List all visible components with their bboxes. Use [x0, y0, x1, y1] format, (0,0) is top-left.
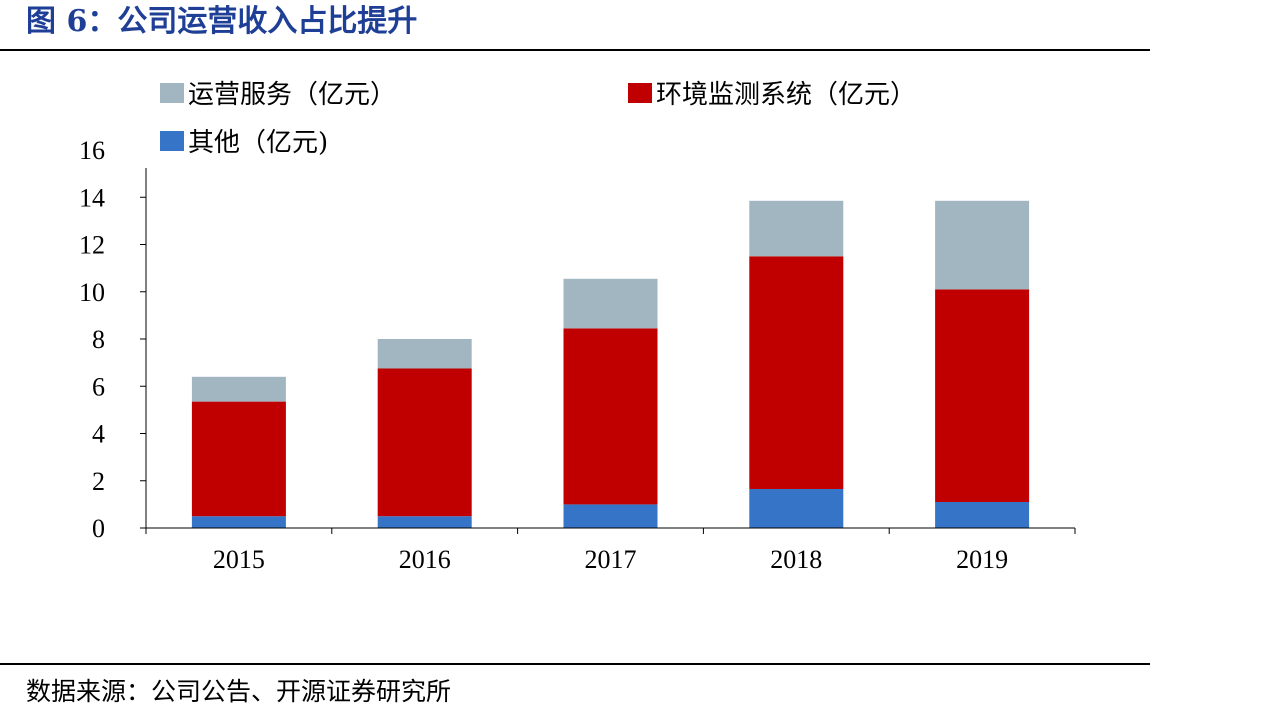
bar-segment-2017-series-0 [563, 504, 658, 528]
bar-segment-2016-series-0 [377, 516, 472, 528]
legend-swatch [628, 83, 652, 103]
bar-segment-2017-series-1 [563, 328, 658, 505]
x-tick-label: 2019 [956, 545, 1008, 574]
bar-segment-2015-series-2 [191, 376, 286, 402]
source-note: 数据来源：公司公告、开源证券研究所 [26, 677, 452, 706]
figure-title: 图 6：公司运营收入占比提升 [26, 4, 418, 39]
y-tick-label: 0 [92, 514, 105, 543]
x-tick-label: 2017 [585, 545, 637, 574]
x-tick-label: 2015 [213, 545, 265, 574]
x-tick-label: 2018 [770, 545, 822, 574]
axes-layer: 0 2 4 6 8 10 12 14 16 2015 2016 2017 2018 2019 [79, 136, 1076, 574]
bar-segment-2015-series-0 [191, 516, 286, 528]
legend-label: 其他（亿元) [188, 128, 328, 158]
title-divider [0, 49, 1150, 51]
bar-segment-2018-series-2 [749, 200, 844, 257]
y-tick-label: 14 [79, 183, 105, 212]
bar-segment-2017-series-2 [563, 278, 658, 329]
x-tick-label: 2016 [399, 545, 451, 574]
bar-segment-2019-series-1 [935, 289, 1030, 502]
y-tick-label: 8 [92, 325, 105, 354]
bar-segment-2018-series-0 [749, 489, 844, 528]
bar-segment-2018-series-1 [749, 256, 844, 489]
y-tick-label: 6 [92, 372, 105, 401]
y-tick-label: 16 [79, 136, 105, 165]
bar-segment-2016-series-2 [377, 339, 472, 369]
y-tick-label: 12 [79, 231, 105, 260]
bar-segment-2019-series-2 [935, 200, 1030, 290]
bar-segment-2016-series-1 [377, 368, 472, 517]
y-tick-label: 2 [92, 467, 105, 496]
legend-swatch [160, 131, 184, 151]
bar-segment-2019-series-0 [935, 502, 1030, 528]
bar-segment-2015-series-1 [191, 401, 286, 517]
source-divider [0, 663, 1150, 665]
chart-legend: 运营服务（亿元） 环境监测系统（亿元） 其他（亿元) [160, 80, 916, 158]
bars-layer [191, 200, 1030, 528]
legend-swatch [160, 83, 184, 103]
y-tick-label: 10 [79, 278, 105, 307]
y-tick-label: 4 [92, 420, 105, 449]
legend-label: 环境监测系统（亿元） [656, 80, 916, 110]
legend-label: 运营服务（亿元） [188, 80, 396, 110]
